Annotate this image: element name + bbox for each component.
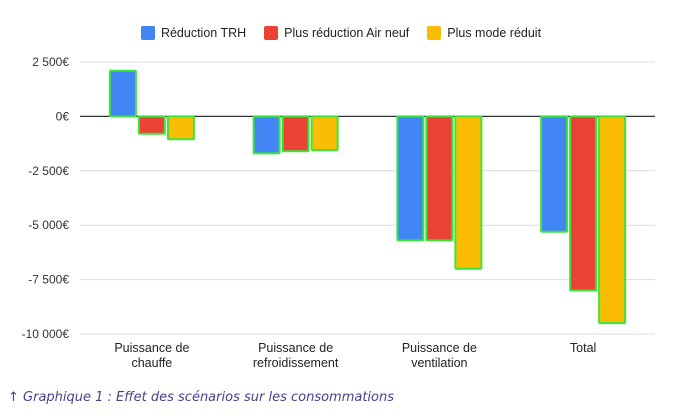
bar bbox=[540, 115, 569, 233]
legend-item-mode-reduit: Plus mode réduit bbox=[427, 26, 541, 40]
x-category-label: chauffe bbox=[131, 356, 172, 370]
bar bbox=[569, 115, 598, 292]
legend-item-reduction-trh: Réduction TRH bbox=[140, 26, 247, 40]
bar bbox=[454, 115, 483, 270]
bar bbox=[281, 115, 310, 153]
legend-label-reduction-trh: Réduction TRH bbox=[160, 26, 247, 40]
x-category-label: Puissance de bbox=[258, 341, 333, 355]
legend-swatch-reduction-trh bbox=[140, 26, 155, 40]
legend-label-mode-reduit: Plus mode réduit bbox=[447, 26, 542, 40]
x-category-label: Total bbox=[570, 341, 596, 355]
y-tick-label: 2 500€ bbox=[32, 55, 69, 69]
y-tick-label: 0€ bbox=[56, 109, 70, 123]
bar bbox=[310, 115, 339, 152]
chart-caption: ↑ Graphique 1 : Effet des scénarios sur … bbox=[8, 390, 395, 405]
x-category-label: refroidissement bbox=[253, 356, 339, 370]
legend-swatch-mode-reduit bbox=[427, 26, 442, 40]
chart-legend: Réduction TRH Plus réduction Air neuf Pl… bbox=[0, 26, 682, 40]
legend-item-air-neuf: Plus réduction Air neuf bbox=[264, 26, 409, 40]
x-category-label: Puissance de bbox=[114, 341, 189, 355]
bar bbox=[396, 115, 425, 242]
y-tick-label: -10 000€ bbox=[22, 327, 70, 341]
x-category-label: ventilation bbox=[411, 356, 467, 370]
bar bbox=[425, 115, 454, 242]
legend-swatch-air-neuf bbox=[264, 26, 279, 40]
y-tick-label: -5 000€ bbox=[28, 218, 69, 232]
bar bbox=[137, 115, 166, 135]
y-tick-label: -7 500€ bbox=[28, 273, 69, 287]
y-tick-label: -2 500€ bbox=[28, 164, 69, 178]
bar-chart: 2 500€ 0€ -2 500€ -5 000€ -7 500€ -10 000€ Pui… bbox=[22, 55, 655, 370]
legend-label-air-neuf: Plus réduction Air neuf bbox=[284, 26, 410, 40]
bar bbox=[166, 115, 195, 141]
bar bbox=[252, 115, 281, 155]
bar bbox=[108, 69, 137, 118]
x-category-label: Puissance de bbox=[402, 341, 477, 355]
bar bbox=[598, 115, 627, 325]
